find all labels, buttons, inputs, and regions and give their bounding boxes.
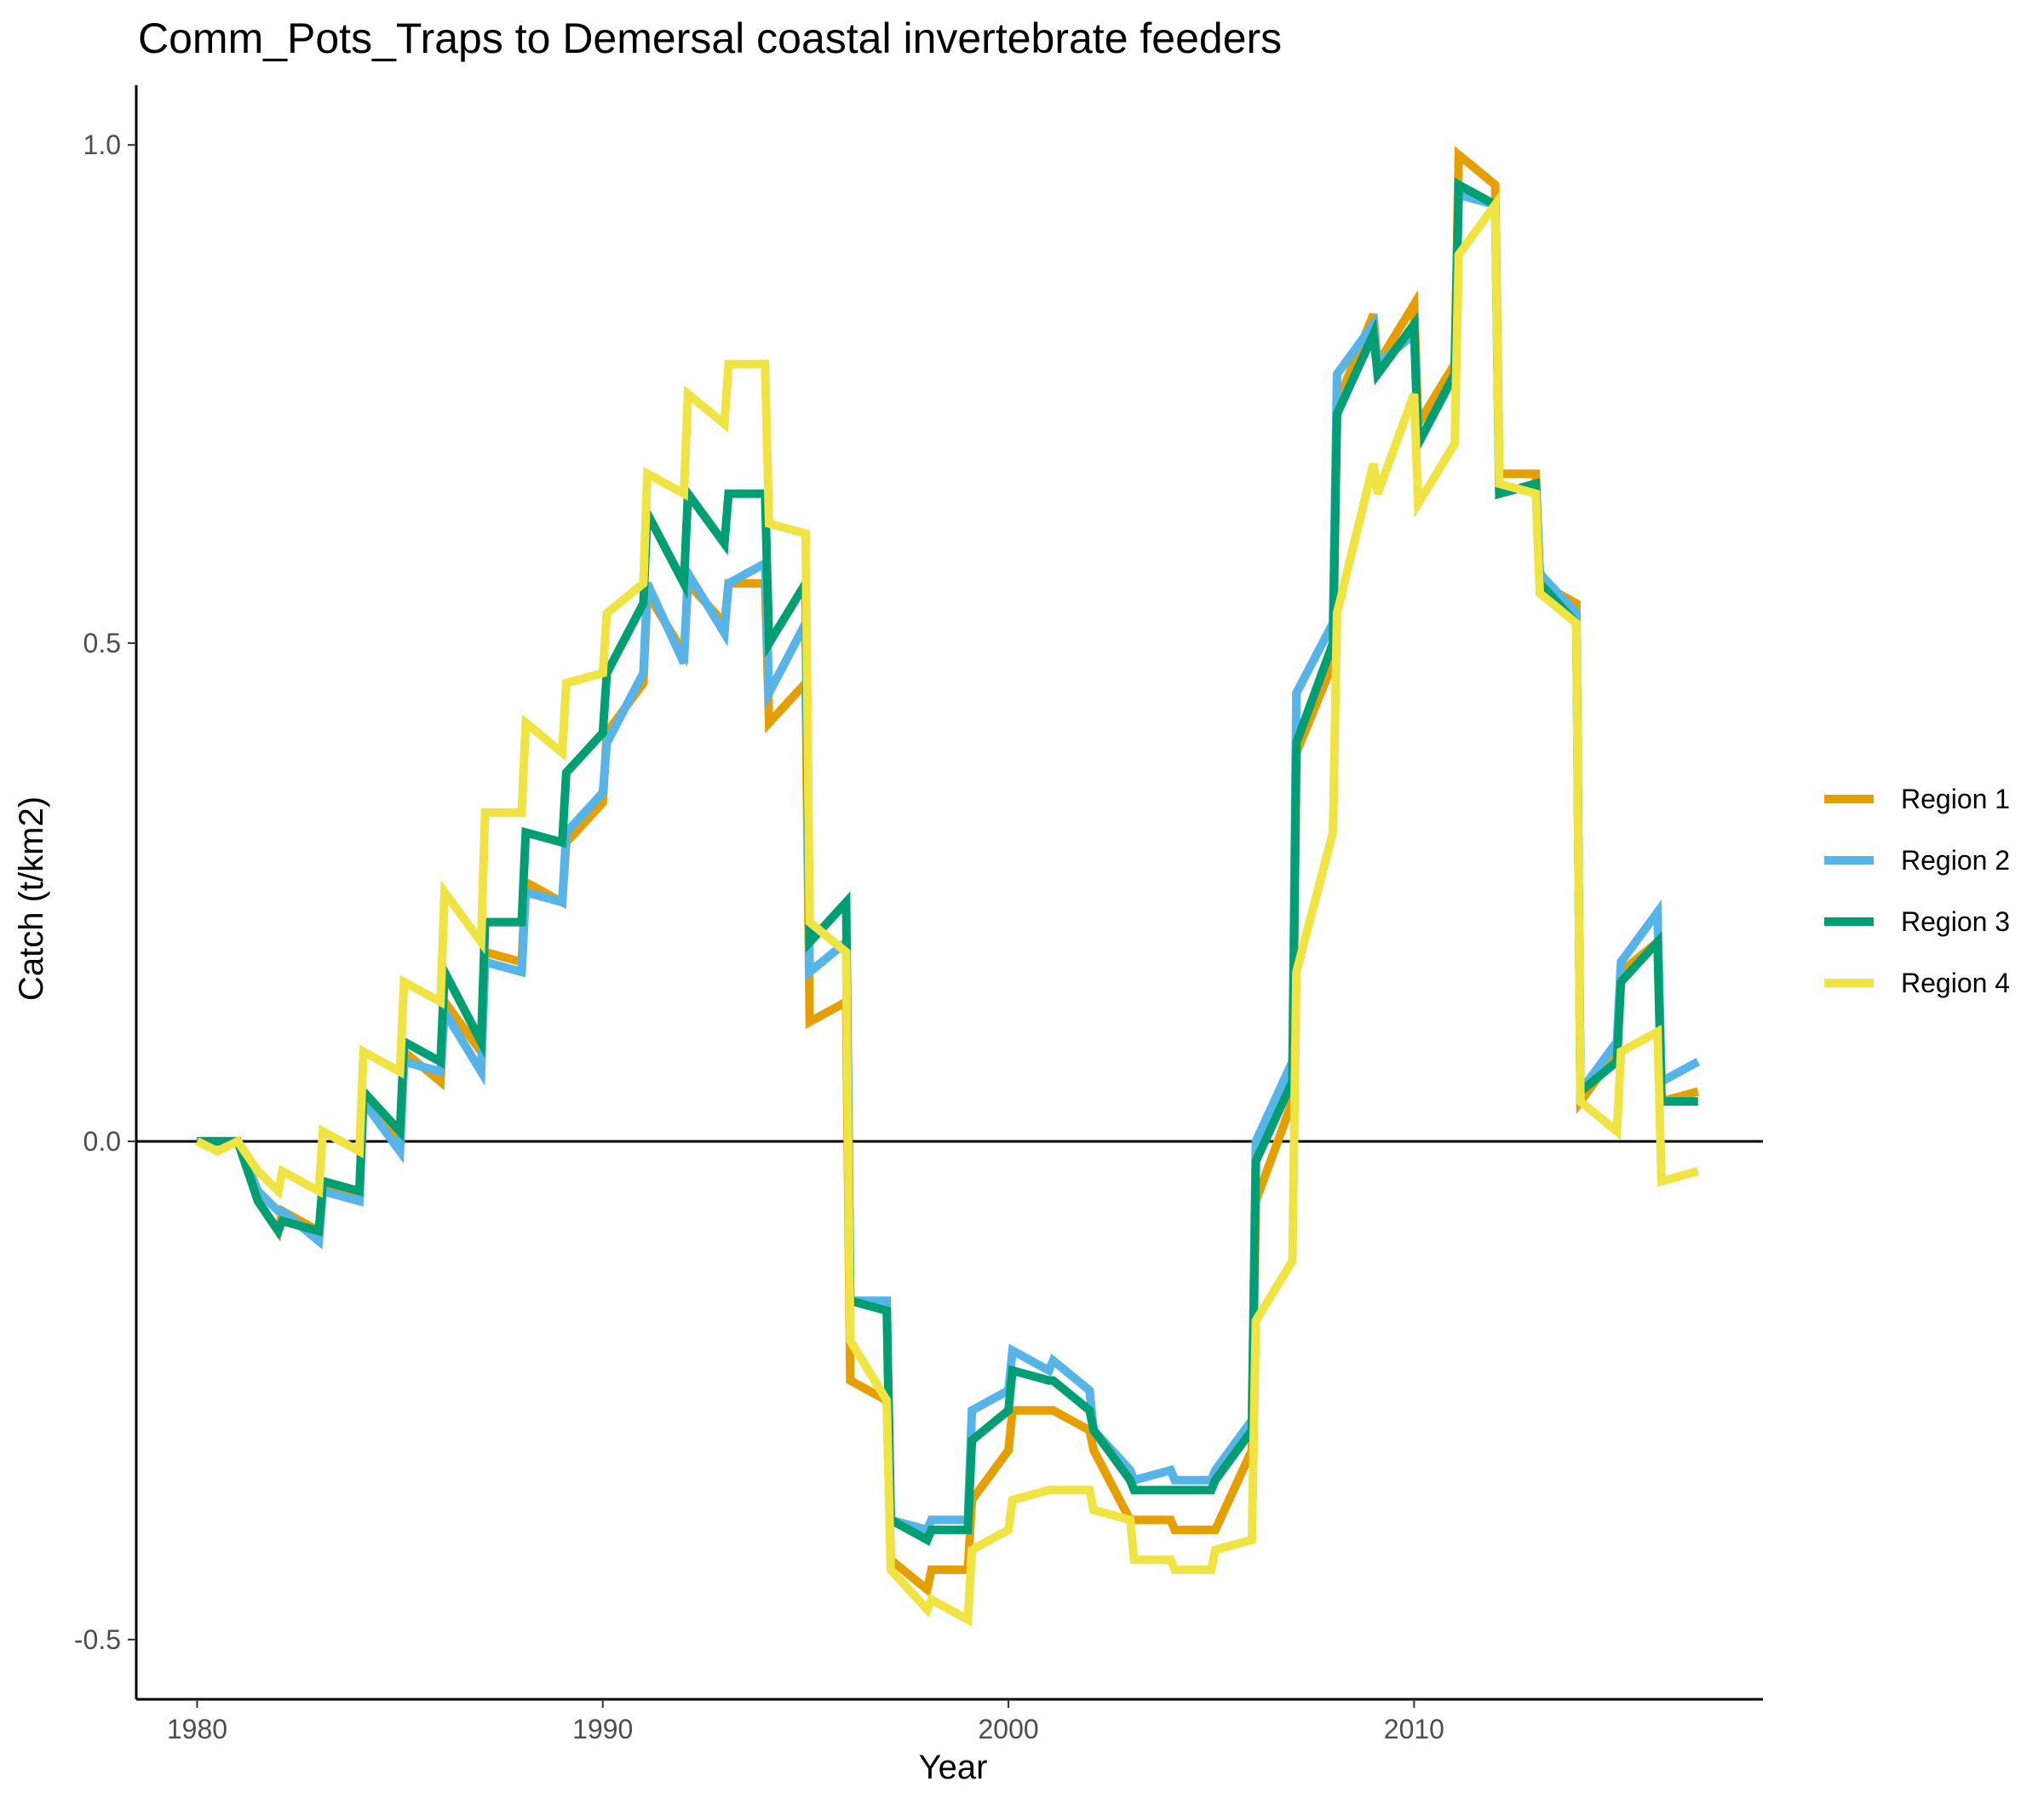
series-line-region-3 xyxy=(197,177,1698,1546)
legend-label-region-3: Region 3 xyxy=(1901,906,2010,937)
y-tick-label: 0.0 xyxy=(83,1126,121,1157)
chart-title: Comm_Pots_Traps to Demersal coastal inve… xyxy=(138,14,1282,62)
plot-area xyxy=(136,146,1763,1627)
x-tick-label: 2000 xyxy=(978,1714,1038,1744)
series-line-region-1 xyxy=(197,146,1700,1598)
axes: -0.5 0.0 0.5 1.0 1980 1990 2000 2010 xyxy=(74,85,1763,1744)
y-tick-label: -0.5 xyxy=(74,1624,121,1655)
series-line-region-4 xyxy=(195,192,1700,1627)
x-axis-title: Year xyxy=(919,1749,988,1786)
legend-label-region-1: Region 1 xyxy=(1901,784,2010,814)
legend-label-region-4: Region 4 xyxy=(1901,968,2010,998)
y-tick-label: 0.5 xyxy=(83,628,121,658)
legend: Region 1 Region 2 Region 3 Region 4 xyxy=(1824,784,2010,998)
y-tick-label: 1.0 xyxy=(83,129,121,160)
x-tick-label: 1980 xyxy=(167,1714,227,1744)
x-tick-label: 1990 xyxy=(572,1714,633,1744)
series-line-region-2 xyxy=(197,189,1701,1536)
y-axis-title: Catch (t/km2) xyxy=(13,796,50,1001)
x-tick-label: 2010 xyxy=(1384,1714,1444,1744)
legend-label-region-2: Region 2 xyxy=(1901,845,2010,876)
